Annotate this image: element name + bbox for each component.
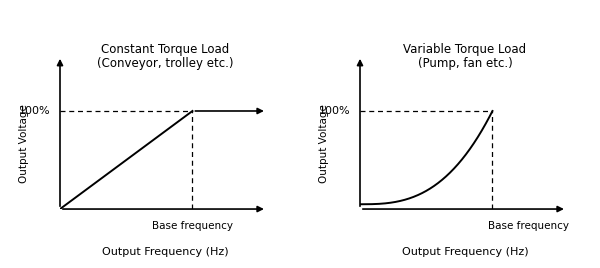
Text: 100%: 100% <box>319 106 350 116</box>
Text: Base frequency: Base frequency <box>487 221 569 231</box>
Text: Variable Torque Load: Variable Torque Load <box>403 43 527 56</box>
Text: Output Voltage: Output Voltage <box>19 104 29 183</box>
Text: Base frequency: Base frequency <box>152 221 233 231</box>
Text: Constant Torque Load: Constant Torque Load <box>101 43 229 56</box>
Text: (Pump, fan etc.): (Pump, fan etc.) <box>418 57 512 70</box>
Text: (Conveyor, trolley etc.): (Conveyor, trolley etc.) <box>97 57 233 70</box>
Text: Output Frequency (Hz): Output Frequency (Hz) <box>101 247 229 257</box>
Text: Output Voltage: Output Voltage <box>319 104 329 183</box>
Text: Output Frequency (Hz): Output Frequency (Hz) <box>401 247 529 257</box>
Text: 100%: 100% <box>19 106 50 116</box>
